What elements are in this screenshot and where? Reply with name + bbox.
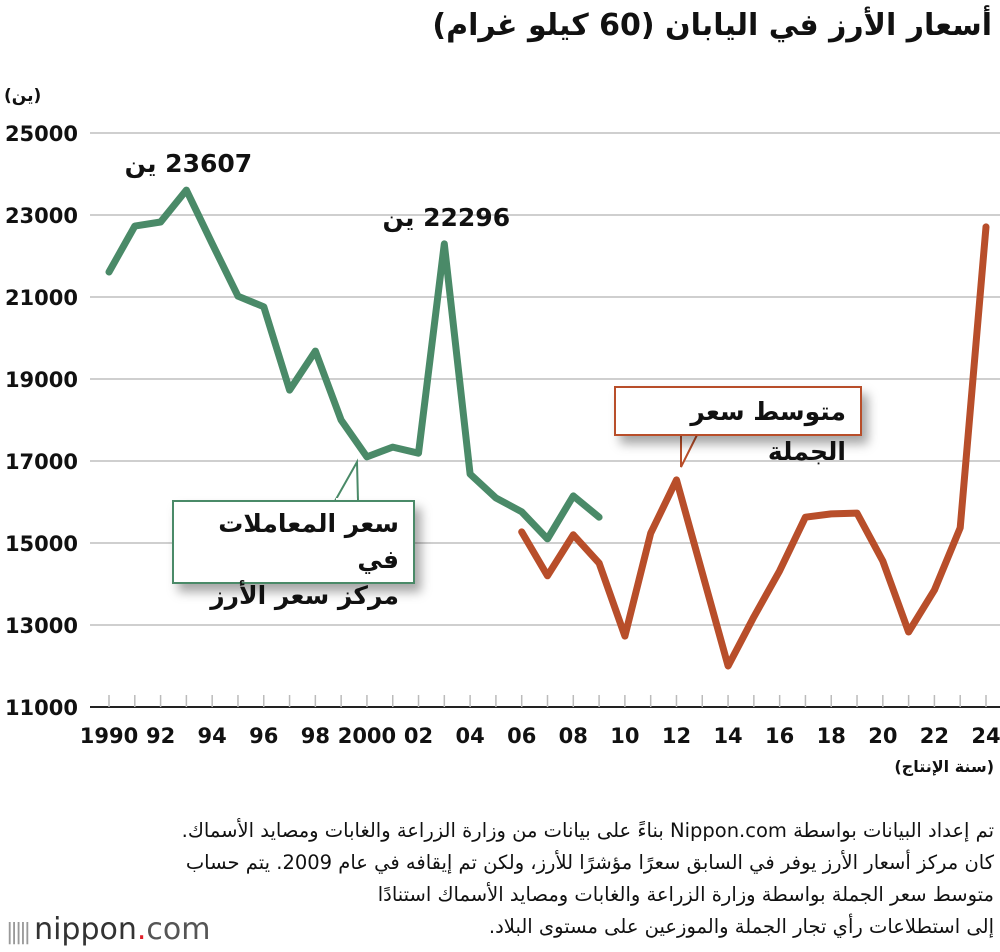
series-line-rice-center — [105, 186, 603, 543]
y-tick-label: 19000 — [5, 368, 78, 392]
source-note-line: متوسط سعر الجملة بواسطة وزارة الزراعة وا… — [377, 883, 994, 906]
series-lines — [105, 186, 990, 670]
x-tick-label: 18 — [817, 724, 846, 748]
nippon-logo: ||||| nippon.com — [6, 912, 211, 947]
y-tick-label: 25000 — [5, 122, 78, 146]
y-tick-label: 13000 — [5, 614, 78, 638]
x-tick-label: 24 — [971, 724, 1000, 748]
peak-value-label: 22296 ين — [383, 203, 511, 233]
x-tick-label: 98 — [301, 724, 330, 748]
x-tick-label: 2000 — [338, 724, 396, 748]
peak-value-label: 23607 ين — [125, 149, 253, 179]
x-tick-label: 22 — [920, 724, 949, 748]
y-axis-tick-labels: 11000 13000 15000 17000 19000 21000 23000 25000 — [5, 122, 78, 720]
source-note-line: تم إعداد البيانات بواسطة Nippon.com بناء… — [181, 819, 994, 842]
x-tick-label: 20 — [868, 724, 897, 748]
y-tick-label: 11000 — [5, 696, 78, 720]
callout-pointer-green — [333, 458, 360, 502]
x-tick-label: 14 — [713, 724, 742, 748]
chart-title: أسعار الأرز في اليابان (60 كيلو غرام) — [432, 8, 992, 43]
y-tick-label: 15000 — [5, 532, 78, 556]
x-tick-label: 16 — [765, 724, 794, 748]
source-note-line: كان مركز أسعار الأرز يوفر في السابق سعرً… — [185, 851, 994, 874]
x-tick-label: 10 — [610, 724, 639, 748]
x-tick-label: 02 — [404, 724, 433, 748]
x-tick-label: 06 — [507, 724, 536, 748]
y-tick-label: 21000 — [5, 286, 78, 310]
logo-suffix: com — [146, 912, 211, 947]
x-axis: 1990 92 94 96 98 2000 02 04 06 08 10 12 14 16 18 20 22 24 — [80, 695, 1000, 748]
x-tick-label: 08 — [559, 724, 588, 748]
callout-line: سعر المعاملات في — [218, 509, 399, 574]
logo-bars-icon: ||||| — [6, 920, 31, 945]
y-axis-unit-label: (ين) — [4, 86, 42, 106]
x-tick-label: 12 — [662, 724, 691, 748]
x-tick-label: 04 — [456, 724, 485, 748]
callout-line: مركز سعر الأرز — [210, 581, 399, 610]
callout-line: متوسط سعر الجملة — [690, 397, 846, 466]
x-axis-label: (سنة الإنتاج) — [894, 757, 994, 776]
logo-text: nippon — [34, 912, 137, 947]
x-tick-label: 92 — [146, 724, 175, 748]
legend-callout-wholesale-average: متوسط سعر الجملة — [614, 386, 862, 466]
x-tick-label: 96 — [249, 724, 278, 748]
x-tick-label: 94 — [198, 724, 227, 748]
logo-dot: . — [136, 912, 147, 947]
y-tick-label: 23000 — [5, 204, 78, 228]
y-tick-label: 17000 — [5, 450, 78, 474]
x-tick-label: 1990 — [80, 724, 138, 748]
series-line-wholesale — [518, 223, 990, 670]
source-note: تم إعداد البيانات بواسطة Nippon.com بناء… — [4, 815, 994, 943]
legend-callout-rice-center-price: سعر المعاملات في مركز سعر الأرز — [172, 500, 415, 610]
annotations: 23607 ين 22296 ين — [125, 149, 511, 233]
source-note-line: إلى استطلاعات رأي تجار الجملة والموزعين … — [488, 915, 994, 938]
